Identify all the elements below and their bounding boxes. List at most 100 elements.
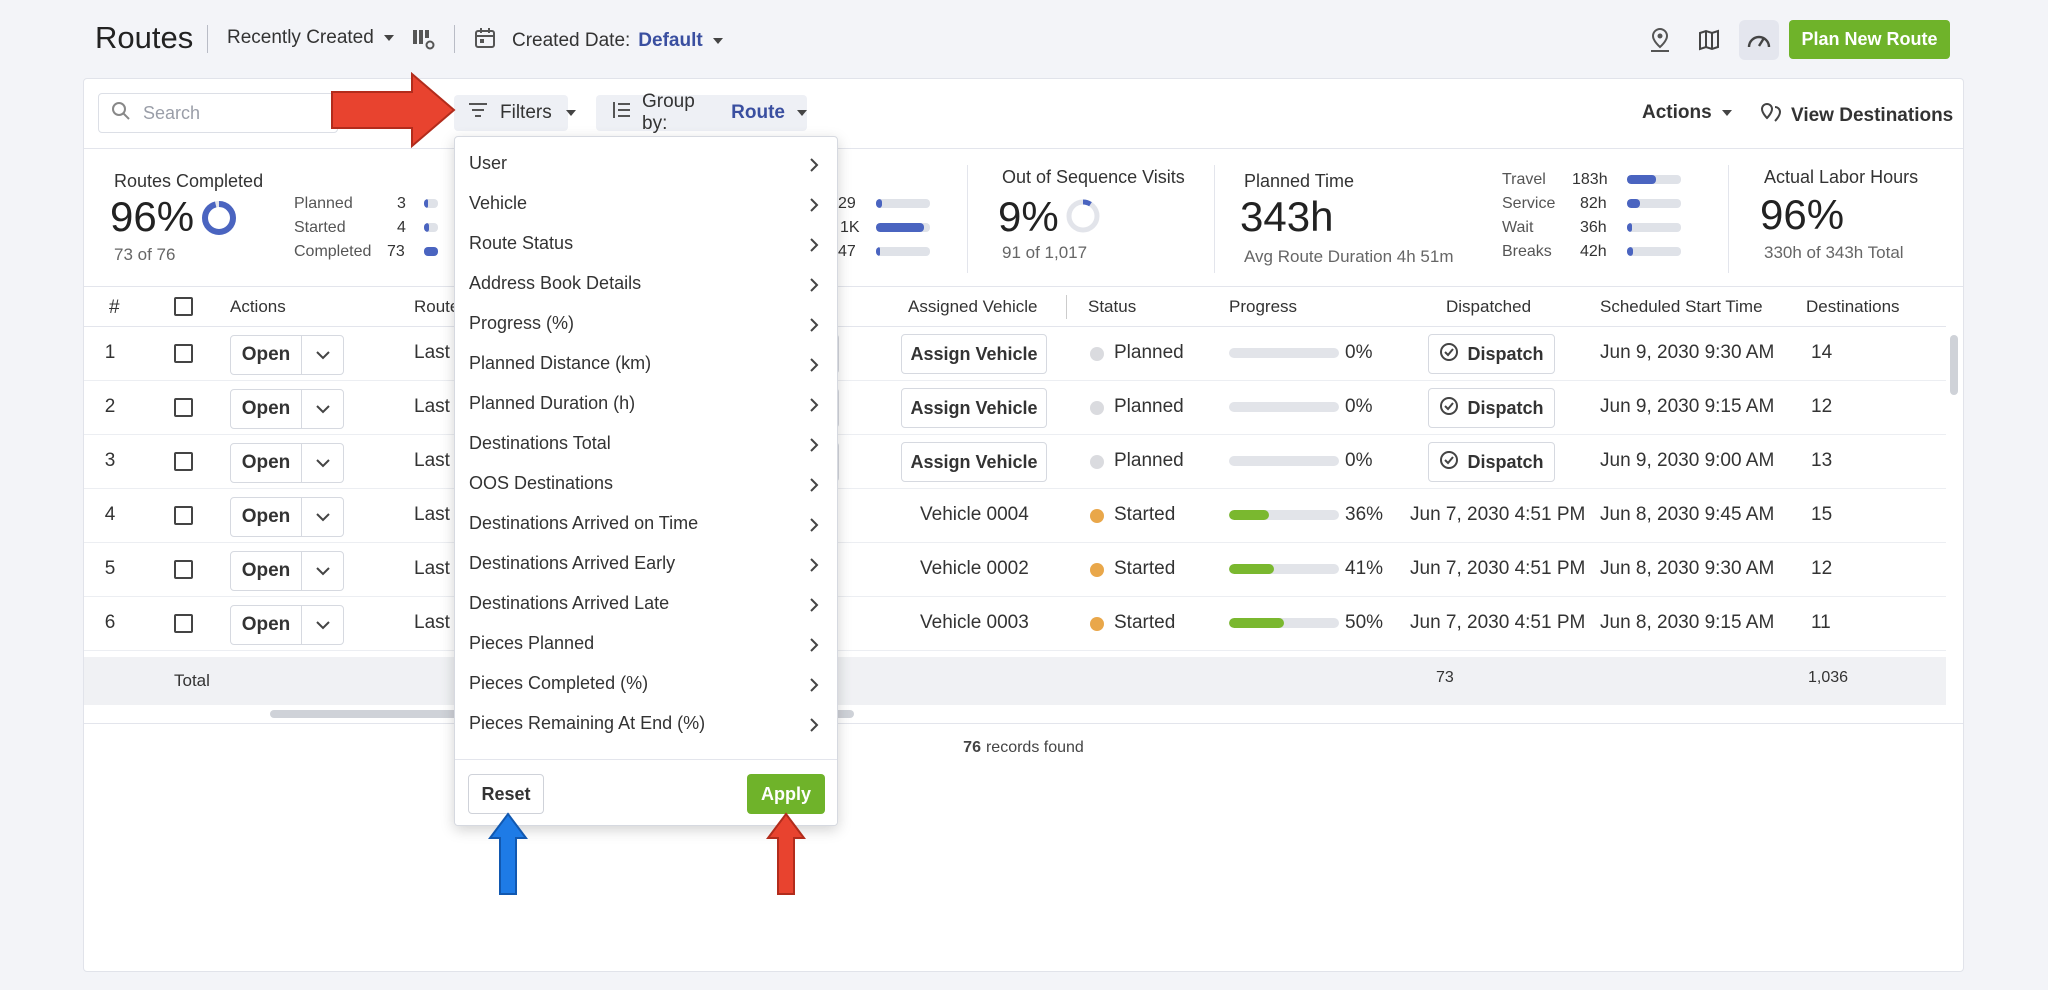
header-assigned-vehicle[interactable]: Assigned Vehicle <box>908 297 1038 316</box>
header-scheduled-start[interactable]: Scheduled Start Time <box>1600 297 1763 316</box>
header-actions[interactable]: Actions <box>230 297 286 316</box>
filter-menu-item[interactable]: Route Status <box>455 223 837 263</box>
filter-menu-item[interactable]: Destinations Arrived Early <box>455 543 837 583</box>
progress-percent: 36% <box>1345 504 1384 525</box>
filter-icon <box>468 102 488 124</box>
filter-menu-item[interactable]: Destinations Arrived Late <box>455 583 837 623</box>
labor-hours-sub: 330h of 343h Total <box>1764 243 1904 262</box>
filter-menu-item[interactable]: Address Book Details <box>455 263 837 303</box>
route-name[interactable]: Last <box>414 558 450 579</box>
filter-menu-item[interactable]: Progress (%) <box>455 303 837 343</box>
open-button[interactable]: Open <box>230 443 344 483</box>
dispatch-button[interactable]: Dispatch <box>1428 442 1555 482</box>
apply-button[interactable]: Apply <box>747 774 825 814</box>
open-button[interactable]: Open <box>230 605 344 645</box>
filter-menu-item-label: User <box>469 152 508 173</box>
destinations-count: 11 <box>1811 612 1831 633</box>
filters-button[interactable]: Filters <box>454 95 576 131</box>
table-row[interactable]: 1 Open Last Assign Vehicle Planned 0% Dispatch… <box>84 327 1946 381</box>
assign-vehicle-button[interactable]: Assign Vehicle <box>901 334 1047 374</box>
header-dispatched[interactable]: Dispatched <box>1446 297 1532 316</box>
progress-bar <box>1229 348 1339 358</box>
map-icon[interactable] <box>1689 20 1729 60</box>
filter-menu-item[interactable]: Pieces Planned <box>455 623 837 663</box>
search-input[interactable]: Search <box>98 93 338 133</box>
route-name[interactable]: Last <box>414 504 450 525</box>
destinations-count: 15 <box>1811 504 1833 525</box>
assign-vehicle-button[interactable]: Assign Vehicle <box>901 388 1047 428</box>
header-destinations[interactable]: Destinations <box>1806 297 1900 316</box>
filter-menu-item[interactable]: Pieces Remaining At End (%) <box>455 703 837 743</box>
table-row[interactable]: 4 Open Last Vehicle 0004 Started 36% Jun 7, 20… <box>84 489 1946 543</box>
dispatch-button[interactable]: Dispatch <box>1428 334 1555 374</box>
routes-completed-donut <box>202 201 236 235</box>
open-button[interactable]: Open <box>230 389 344 429</box>
planned-time-title: Planned Time <box>1244 171 1355 191</box>
filter-menu-item[interactable]: Pieces Completed (%) <box>455 663 837 703</box>
table-row[interactable]: 6 Open Last Vehicle 0003 Started 50% Jun 7, 20… <box>84 597 1946 651</box>
filter-menu-item[interactable]: Vehicle <box>455 183 837 223</box>
header-progress[interactable]: Progress <box>1229 297 1298 316</box>
filter-menu-item[interactable]: Planned Duration (h) <box>455 383 837 423</box>
actions-dropdown[interactable]: Actions <box>1642 102 1732 124</box>
vertical-scrollbar[interactable] <box>1950 335 1958 395</box>
destinations-count: 13 <box>1811 450 1833 471</box>
destinations-count: 14 <box>1811 342 1833 363</box>
route-name[interactable]: Last <box>414 612 450 633</box>
row-checkbox[interactable] <box>174 452 193 471</box>
row-checkbox[interactable] <box>174 506 193 525</box>
filter-menu-item-partial[interactable] <box>455 743 837 759</box>
sort-dropdown[interactable]: Recently Created <box>227 27 394 49</box>
chevron-down-icon[interactable] <box>302 336 343 374</box>
table-row[interactable]: 3 Open Last Assign Vehicle Planned 0% Dispatch… <box>84 435 1946 489</box>
header-status[interactable]: Status <box>1088 297 1137 316</box>
filter-menu-item[interactable]: Destinations Arrived on Time <box>455 503 837 543</box>
select-all-checkbox[interactable] <box>174 297 193 316</box>
table-row[interactable]: 2 Open Last Assign Vehicle Planned 0% Dispatch… <box>84 381 1946 435</box>
planned-time-sub: Avg Route Duration 4h 51m <box>1244 247 1454 266</box>
filter-menu-item[interactable]: OOS Destinations <box>455 463 837 503</box>
caret-down-icon <box>565 110 576 116</box>
route-name[interactable]: Last <box>414 450 450 471</box>
row-checkbox[interactable] <box>174 344 193 363</box>
route-name[interactable]: Last <box>414 342 450 363</box>
open-button[interactable]: Open <box>230 335 344 375</box>
created-date-dropdown[interactable]: Created Date: Default <box>474 27 723 55</box>
column-settings-icon[interactable] <box>410 26 436 52</box>
assign-vehicle-button[interactable]: Assign Vehicle <box>901 442 1047 482</box>
chevron-down-icon[interactable] <box>302 552 343 590</box>
filter-menu-item[interactable]: User <box>455 143 837 183</box>
filter-menu-item[interactable]: Destinations Total <box>455 423 837 463</box>
chevron-right-icon <box>810 476 819 497</box>
progress-percent: 41% <box>1345 558 1384 579</box>
chevron-down-icon[interactable] <box>302 498 343 536</box>
row-checkbox[interactable] <box>174 560 193 579</box>
group-by-dropdown[interactable]: Group by: Route <box>596 91 807 134</box>
planned-count: 3 <box>397 195 406 212</box>
view-destinations-button[interactable]: View Destinations <box>1759 102 1953 130</box>
totals-row: Total 73 1,036 <box>84 657 1946 705</box>
dashboard-gauge-icon[interactable] <box>1739 20 1779 60</box>
header-route[interactable]: Route <box>414 297 460 316</box>
dispatch-button[interactable]: Dispatch <box>1428 388 1555 428</box>
filter-menu-item-label: Destinations Arrived Early <box>469 552 676 573</box>
assigned-vehicle: Vehicle 0004 <box>920 504 1029 525</box>
column-resize-handle[interactable] <box>1066 295 1067 319</box>
status-text: Started <box>1114 558 1176 579</box>
plan-new-route-button[interactable]: Plan New Route <box>1789 20 1950 59</box>
divider <box>1214 165 1215 273</box>
route-name[interactable]: Last <box>414 396 450 417</box>
check-circle-icon <box>1439 342 1459 367</box>
chevron-down-icon[interactable] <box>302 390 343 428</box>
location-pin-icon[interactable] <box>1640 20 1680 60</box>
chevron-down-icon[interactable] <box>302 606 343 644</box>
open-button[interactable]: Open <box>230 497 344 537</box>
filter-menu-item[interactable]: Planned Distance (km) <box>455 343 837 383</box>
labor-hours-title: Actual Labor Hours <box>1764 167 1919 187</box>
table-row[interactable]: 5 Open Last Vehicle 0002 Started 41% Jun 7, 20… <box>84 543 1946 597</box>
chevron-down-icon[interactable] <box>302 444 343 482</box>
row-checkbox[interactable] <box>174 398 193 417</box>
row-checkbox[interactable] <box>174 614 193 633</box>
reset-button[interactable]: Reset <box>468 774 544 814</box>
open-button[interactable]: Open <box>230 551 344 591</box>
